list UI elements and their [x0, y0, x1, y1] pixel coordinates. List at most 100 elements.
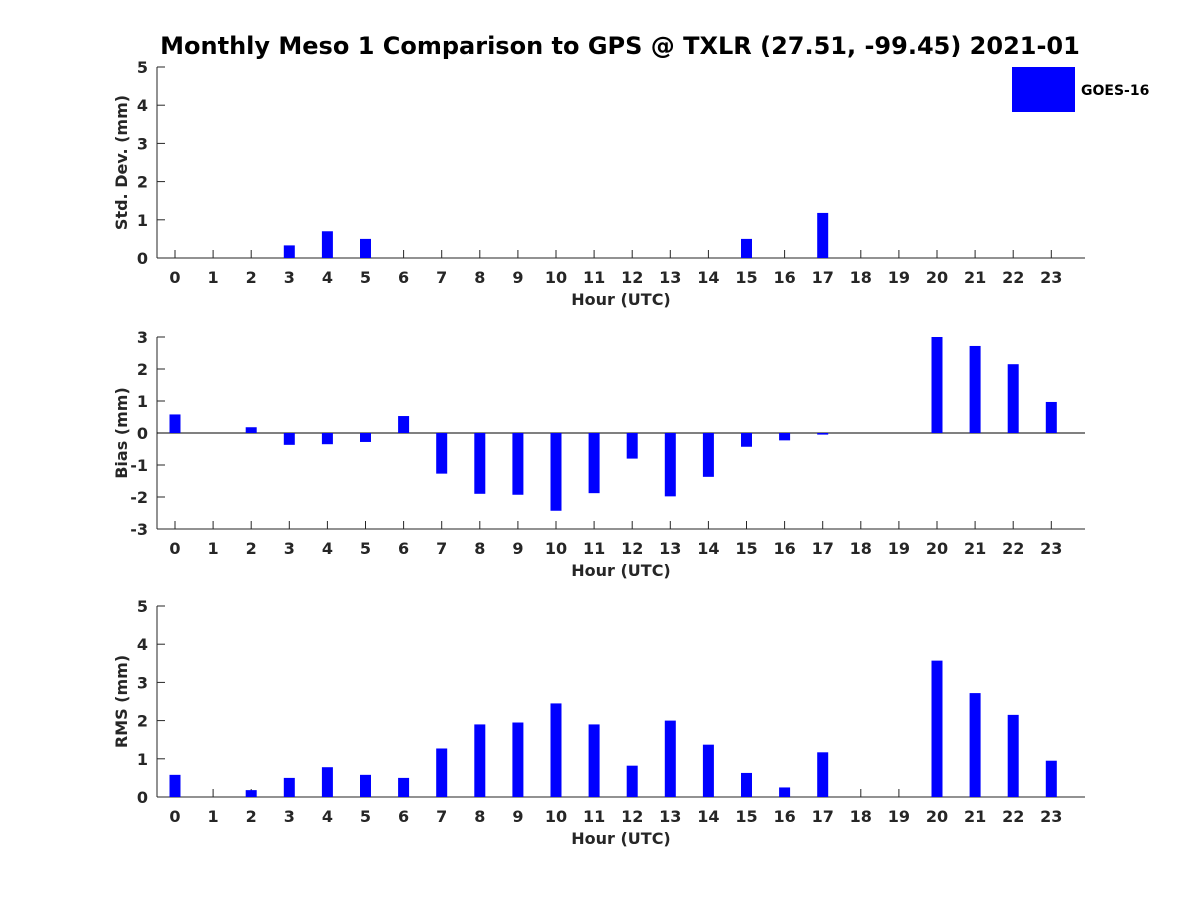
y-tick-label: 1 — [137, 750, 148, 769]
y-tick-label: 1 — [137, 392, 148, 411]
x-tick-label: 4 — [322, 807, 333, 826]
x-tick-label: 17 — [812, 268, 834, 287]
x-axis-label: Hour (UTC) — [571, 829, 671, 848]
x-tick-label: 2 — [246, 807, 257, 826]
y-tick-label: 4 — [137, 96, 148, 115]
y-axis-label: Std. Dev. (mm) — [112, 95, 131, 230]
bar-hour-9 — [512, 722, 524, 797]
bar-hour-0 — [169, 774, 181, 797]
bar-hour-17 — [817, 433, 829, 435]
bar-hour-7 — [436, 433, 448, 474]
y-tick-label: 5 — [137, 597, 148, 616]
x-tick-label: 8 — [474, 539, 485, 558]
x-tick-label: 8 — [474, 807, 485, 826]
y-axis-label: RMS (mm) — [112, 655, 131, 748]
bar-hour-4 — [321, 767, 333, 797]
x-tick-label: 3 — [284, 539, 295, 558]
x-tick-label: 21 — [964, 807, 986, 826]
x-tick-label: 5 — [360, 268, 371, 287]
y-tick-label: 0 — [137, 788, 148, 807]
y-tick-label: -2 — [130, 488, 148, 507]
bar-hour-15 — [741, 238, 752, 258]
bar-hour-9 — [512, 433, 524, 495]
bar-hour-6 — [398, 777, 410, 797]
bar-hour-20 — [931, 660, 943, 797]
chart-title: Monthly Meso 1 Comparison to GPS @ TXLR … — [160, 32, 1080, 60]
x-tick-label: 18 — [850, 807, 872, 826]
y-tick-label: 2 — [137, 173, 148, 192]
x-tick-label: 6 — [398, 539, 409, 558]
x-tick-label: 16 — [773, 268, 795, 287]
legend-label-goes-16: GOES-16 — [1081, 83, 1149, 99]
bar-hour-20 — [931, 337, 943, 433]
bar-hour-13 — [664, 720, 676, 797]
x-tick-label: 22 — [1002, 539, 1024, 558]
x-tick-label: 11 — [583, 268, 605, 287]
x-tick-label: 18 — [850, 268, 872, 287]
bar-hour-5 — [360, 238, 371, 258]
y-tick-label: -1 — [130, 456, 148, 475]
x-tick-label: 1 — [208, 539, 219, 558]
x-tick-label: 12 — [621, 268, 643, 287]
legend: GOES-16 — [1012, 67, 1149, 112]
x-tick-label: 3 — [284, 268, 295, 287]
x-tick-label: 14 — [697, 539, 719, 558]
x-tick-label: 19 — [888, 539, 910, 558]
x-tick-label: 6 — [398, 268, 409, 287]
x-tick-label: 19 — [888, 268, 910, 287]
y-tick-label: 0 — [137, 424, 148, 443]
x-tick-label: 18 — [850, 539, 872, 558]
bar-hour-3 — [283, 433, 295, 445]
bar-hour-21 — [969, 345, 981, 433]
x-axis-label: Hour (UTC) — [571, 290, 671, 309]
x-tick-label: 17 — [812, 539, 834, 558]
x-tick-label: 1 — [208, 807, 219, 826]
bar-hour-6 — [398, 416, 410, 433]
bar-hour-23 — [1045, 760, 1057, 797]
x-tick-label: 9 — [512, 268, 523, 287]
x-tick-label: 21 — [964, 539, 986, 558]
y-tick-label: 4 — [137, 635, 148, 654]
bar-hour-11 — [588, 433, 600, 494]
bar-hour-5 — [360, 433, 371, 442]
y-tick-label: 0 — [137, 249, 148, 268]
y-axis-label: Bias (mm) — [112, 387, 131, 479]
x-tick-label: 9 — [512, 539, 523, 558]
bar-hour-3 — [283, 245, 295, 258]
x-tick-label: 16 — [773, 807, 795, 826]
x-tick-label: 10 — [545, 268, 567, 287]
x-tick-label: 1 — [208, 268, 219, 287]
bar-hour-7 — [436, 748, 448, 797]
bar-hour-4 — [321, 231, 333, 258]
x-tick-label: 5 — [360, 539, 371, 558]
x-tick-label: 5 — [360, 807, 371, 826]
bar-hour-16 — [779, 787, 791, 797]
bar-hour-4 — [321, 433, 333, 445]
bar-hour-11 — [588, 724, 600, 797]
x-tick-label: 23 — [1040, 539, 1062, 558]
bar-hour-12 — [626, 765, 638, 797]
x-tick-label: 2 — [246, 268, 257, 287]
y-tick-label: 3 — [137, 673, 148, 692]
bar-hour-22 — [1007, 714, 1019, 797]
x-tick-label: 19 — [888, 807, 910, 826]
x-tick-label: 13 — [659, 539, 681, 558]
x-tick-label: 15 — [735, 807, 757, 826]
bar-hour-21 — [969, 693, 981, 797]
x-tick-label: 3 — [284, 807, 295, 826]
bar-hour-15 — [741, 433, 752, 447]
y-tick-label: -3 — [130, 520, 148, 539]
x-tick-label: 21 — [964, 268, 986, 287]
bar-hour-10 — [550, 433, 562, 511]
x-tick-label: 7 — [436, 268, 447, 287]
legend-swatch-goes-16 — [1012, 67, 1075, 112]
x-tick-label: 9 — [512, 807, 523, 826]
x-tick-label: 15 — [735, 268, 757, 287]
x-tick-label: 4 — [322, 539, 333, 558]
x-tick-label: 7 — [436, 539, 447, 558]
x-tick-label: 7 — [436, 807, 447, 826]
bar-hour-15 — [741, 772, 752, 797]
